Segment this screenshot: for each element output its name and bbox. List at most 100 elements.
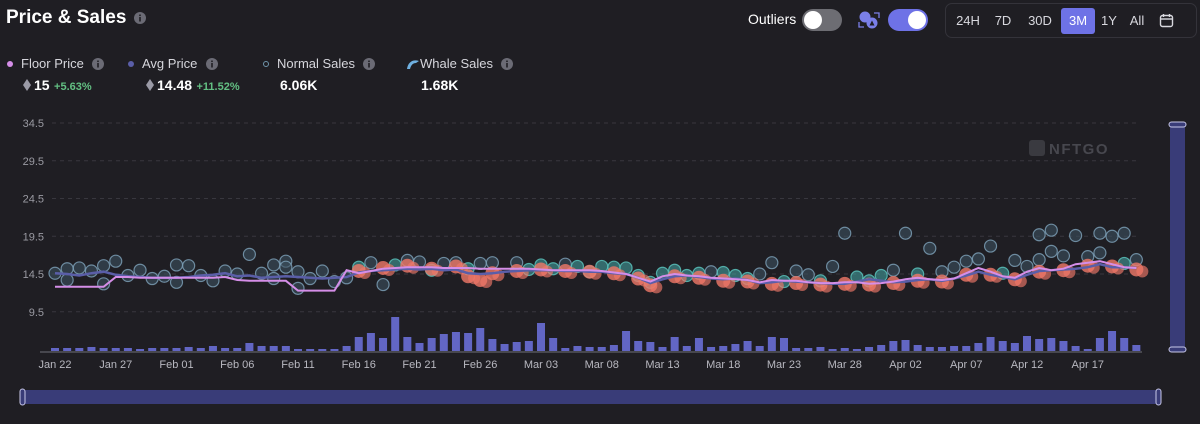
range-30d-button[interactable]: 30D xyxy=(1028,13,1052,28)
sales-volume-bar xyxy=(719,346,728,351)
whale-filter-icon xyxy=(858,11,880,29)
floor-price-value: 15 +5.63% xyxy=(23,77,92,95)
normal-sale-point xyxy=(923,241,937,255)
nftgo-logo-icon xyxy=(1029,140,1045,156)
eth-icon xyxy=(146,79,154,91)
sales-volume-bar xyxy=(451,332,460,351)
sales-volume-bar xyxy=(1083,349,1092,351)
sales-volume-bar xyxy=(804,348,813,351)
range-3m-button[interactable]: 3M xyxy=(1061,8,1095,34)
sales-volume-bar xyxy=(913,345,922,351)
x-tick-label: Feb 16 xyxy=(342,359,376,371)
normal-sales-points xyxy=(48,223,1143,295)
sales-volume-bar xyxy=(1071,346,1080,351)
info-icon[interactable] xyxy=(501,57,514,70)
sales-volume-bar xyxy=(549,338,558,351)
range-1y-button[interactable]: 1Y xyxy=(1101,13,1117,28)
slider-handle-left[interactable] xyxy=(19,388,26,406)
y-axis-ticks: 34.5 29.5 24.5 19.5 14.5 9.5 xyxy=(23,118,44,319)
range-all-button[interactable]: All xyxy=(1129,13,1145,28)
normal-sale-point xyxy=(789,264,803,278)
legend-avg-price[interactable]: Avg Price xyxy=(128,55,218,73)
sales-volume-bar xyxy=(1120,338,1129,351)
whale-sales-toggle[interactable] xyxy=(888,9,928,31)
sales-volume-bar xyxy=(1035,339,1044,351)
info-icon[interactable] xyxy=(205,57,218,70)
calendar-icon[interactable] xyxy=(1159,13,1174,28)
outliers-toggle[interactable] xyxy=(802,9,842,31)
x-tick-label: Mar 28 xyxy=(828,359,862,371)
sales-volume-bar xyxy=(743,341,752,351)
legend-label: Avg Price xyxy=(142,56,198,71)
sales-volume-bar xyxy=(634,341,643,351)
sales-volume-bar xyxy=(318,349,327,351)
normal-sale-point xyxy=(898,226,913,240)
normal-sale-point xyxy=(376,277,390,292)
normal-sale-point xyxy=(182,259,196,273)
sales-volume-bar xyxy=(792,348,801,351)
normal-sale-point xyxy=(765,256,779,270)
x-tick-label: Mar 23 xyxy=(767,359,801,371)
sales-volume-bar xyxy=(755,346,764,351)
slider-handle-bottom[interactable] xyxy=(1168,346,1187,353)
x-tick-label: Jan 27 xyxy=(99,359,132,371)
toggle-knob xyxy=(908,11,926,29)
slider-handle-right[interactable] xyxy=(1155,388,1162,406)
sales-volume-bar xyxy=(852,349,861,351)
y-tick-label: 29.5 xyxy=(23,156,44,168)
normal-sale-point xyxy=(971,252,986,266)
normal-sale-point xyxy=(825,259,840,274)
avg-price-value: 14.48 +11.52% xyxy=(146,77,240,95)
sales-volume-bar xyxy=(1059,341,1068,351)
sales-volume-bar xyxy=(597,347,606,351)
x-tick-label: Apr 02 xyxy=(889,359,921,371)
vertical-zoom-slider[interactable] xyxy=(1170,124,1185,350)
sales-volume-bar xyxy=(245,343,254,351)
info-icon[interactable] xyxy=(363,57,376,70)
legend-label: Normal Sales xyxy=(277,56,356,71)
sales-volume-bar xyxy=(889,341,898,351)
whale-sale-point xyxy=(1136,265,1149,278)
x-tick-label: Feb 06 xyxy=(220,359,254,371)
normal-sale-point xyxy=(753,267,767,281)
y-tick-label: 19.5 xyxy=(23,231,44,243)
sales-volume-bar xyxy=(281,346,290,351)
sales-volume-bar xyxy=(1108,331,1117,351)
legend-floor-price[interactable]: Floor Price xyxy=(7,55,105,73)
sales-volume-bar xyxy=(99,348,108,351)
sales-volume-bar xyxy=(707,347,716,351)
sales-volume-bar xyxy=(439,334,448,351)
sales-volume-bar xyxy=(1023,336,1031,351)
y-tick-label: 24.5 xyxy=(23,194,44,206)
sales-volume-bar xyxy=(391,317,400,351)
sales-volume-bar xyxy=(998,341,1007,351)
sales-volume-bar xyxy=(111,348,120,351)
normal-sale-point xyxy=(1008,253,1022,268)
info-icon[interactable] xyxy=(134,12,147,24)
range-7d-button[interactable]: 7D xyxy=(994,13,1012,28)
sales-volume-bar xyxy=(937,347,946,351)
sales-volume-bar xyxy=(925,347,934,351)
floor-price-dot xyxy=(7,60,13,67)
avg-price-dot xyxy=(128,60,134,67)
whale-sales-value: 1.68K xyxy=(421,77,459,93)
legend-normal-sales[interactable]: Normal Sales xyxy=(263,55,376,73)
normal-sale-point xyxy=(1117,226,1131,240)
horizontal-zoom-slider[interactable] xyxy=(22,390,1159,404)
legend-whale-sales[interactable]: Whale Sales xyxy=(406,55,514,73)
y-tick-label: 34.5 xyxy=(23,118,44,130)
sales-volume-bar xyxy=(573,346,582,351)
x-tick-label: Apr 12 xyxy=(1011,359,1043,371)
slider-handle-top[interactable] xyxy=(1168,121,1187,128)
sales-volume-bar xyxy=(342,346,351,351)
normal-sales-circle-icon xyxy=(263,60,269,67)
sales-volume-bar xyxy=(816,347,825,351)
sales-volume-bar xyxy=(950,346,959,351)
sales-volume-bar xyxy=(427,338,436,351)
range-24h-button[interactable]: 24H xyxy=(956,13,980,28)
x-axis-ticks: Jan 22 Jan 27 Feb 01 Feb 06 Feb 11 Feb 16 Feb … xyxy=(38,359,1103,371)
sales-volume-bar xyxy=(828,349,837,351)
info-icon[interactable] xyxy=(92,57,105,70)
sales-volume-bar xyxy=(366,333,375,351)
sales-volume-bar xyxy=(233,348,242,351)
